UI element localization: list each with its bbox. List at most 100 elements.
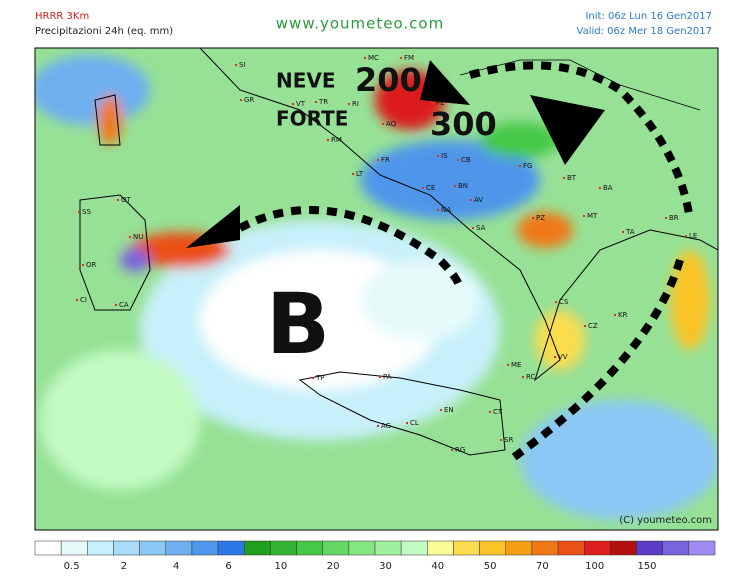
city-marker	[500, 439, 502, 441]
city-marker	[614, 314, 616, 316]
city-marker	[76, 299, 78, 301]
city-label: MT	[587, 212, 598, 220]
colorbar-cell	[113, 540, 140, 556]
city-label: ME	[511, 361, 521, 369]
init-time: Init: 06z Lun 16 Gen2017	[585, 11, 712, 22]
city-marker	[472, 227, 474, 229]
city-marker	[364, 57, 366, 59]
precip-field	[35, 48, 718, 530]
city-marker	[507, 364, 509, 366]
city-marker	[382, 123, 384, 125]
city-label: GR	[244, 96, 254, 104]
city-label: BT	[567, 174, 577, 182]
city-marker	[555, 301, 557, 303]
city-label: TA	[625, 228, 635, 236]
colorbar-label: 6	[225, 561, 231, 572]
city-marker	[377, 425, 379, 427]
city-marker	[451, 449, 453, 451]
city-label: TP	[315, 374, 325, 382]
city-label: CL	[410, 419, 419, 427]
city-marker	[583, 215, 585, 217]
city-label: CT	[493, 408, 503, 416]
colorbar-cell	[636, 540, 663, 556]
city-label: PA	[383, 373, 392, 381]
site-url: www.youmeteo.com	[276, 15, 444, 33]
city-label: RG	[455, 446, 465, 454]
colorbar-cell	[191, 540, 219, 556]
city-label: OR	[86, 261, 97, 269]
colorbar-label: 10	[274, 561, 287, 572]
city-label: BR	[669, 214, 679, 222]
city-label: EN	[444, 406, 454, 414]
city-marker	[115, 304, 117, 306]
colorbar-label: 2	[121, 561, 127, 572]
annotation-300: 300	[430, 105, 497, 143]
colorbar-label: 30	[379, 561, 392, 572]
colorbar: 0.5 2 4 6 10 20 30 40 50 70 100 150	[34, 540, 716, 572]
colorbar-cell	[270, 540, 297, 556]
city-marker	[437, 209, 439, 211]
city-marker	[315, 101, 317, 103]
city-label: BA	[603, 184, 613, 192]
city-label: VV	[558, 353, 568, 361]
city-label: SA	[476, 224, 486, 232]
city-label: CZ	[588, 322, 598, 330]
colorbar-cell	[217, 540, 245, 556]
city-marker	[312, 377, 314, 379]
colorbar-label: 70	[536, 561, 549, 572]
city-marker	[432, 102, 434, 104]
city-labels: SI GR VT TR RI MC FM AQ PE RM IS CB FR LT CE BN FG BT BA NA…	[76, 54, 697, 454]
map-frame	[34, 47, 719, 531]
city-marker	[685, 235, 687, 237]
colorbar-label: 100	[585, 561, 604, 572]
city-label: IS	[441, 152, 448, 160]
city-marker	[440, 409, 442, 411]
colorbar-cell	[557, 540, 585, 556]
model-name: HRRR 3Km	[35, 11, 89, 22]
annotation-forte: FORTE	[276, 107, 348, 131]
city-marker	[240, 99, 242, 101]
city-marker	[129, 236, 131, 238]
city-marker	[599, 187, 601, 189]
annotation-neve: NEVE	[276, 69, 336, 93]
city-marker	[82, 264, 84, 266]
colorbar-cell	[427, 540, 454, 556]
colorbar-cell	[688, 540, 716, 556]
city-marker	[117, 199, 119, 201]
city-label: OT	[121, 196, 132, 204]
city-label: CA	[119, 301, 129, 309]
city-marker	[454, 185, 456, 187]
city-marker	[457, 159, 459, 161]
colorbar-cell	[583, 540, 611, 556]
colorbar-cell	[60, 540, 88, 556]
colorbar-label: 50	[484, 561, 497, 572]
city-label: RM	[331, 136, 342, 144]
city-marker	[292, 103, 294, 105]
city-marker	[584, 325, 586, 327]
city-label: CI	[80, 296, 87, 304]
city-label: MC	[368, 54, 379, 62]
city-label: AV	[474, 196, 483, 204]
colorbar-cell	[139, 540, 167, 556]
city-label: SR	[504, 436, 513, 444]
city-label: RC	[526, 373, 536, 381]
colorbar-cell	[662, 540, 690, 556]
city-marker	[489, 411, 491, 413]
colorbar-label: 20	[327, 561, 340, 572]
city-label: BN	[458, 182, 468, 190]
city-marker	[352, 173, 354, 175]
city-marker	[532, 217, 534, 219]
copyright: (C) youmeteo.com	[619, 515, 712, 526]
city-label: NA	[441, 206, 451, 214]
city-label: FG	[523, 162, 532, 170]
city-marker	[400, 57, 402, 59]
city-marker	[470, 199, 472, 201]
valid-time: Valid: 06z Mer 18 Gen2017	[577, 26, 712, 37]
low-pressure-mark: B	[266, 275, 330, 373]
city-label: CS	[559, 298, 569, 306]
city-marker	[422, 187, 424, 189]
city-marker	[554, 356, 556, 358]
colorbar-cell	[322, 540, 350, 556]
city-label: PZ	[536, 214, 545, 222]
